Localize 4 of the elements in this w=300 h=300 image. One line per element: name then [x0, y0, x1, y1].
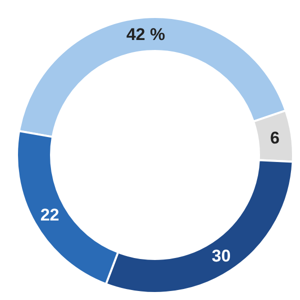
- data-label: 6: [270, 128, 280, 148]
- data-label: 22: [40, 205, 60, 224]
- data-label: 42 %: [126, 24, 166, 44]
- data-label: 30: [212, 246, 231, 266]
